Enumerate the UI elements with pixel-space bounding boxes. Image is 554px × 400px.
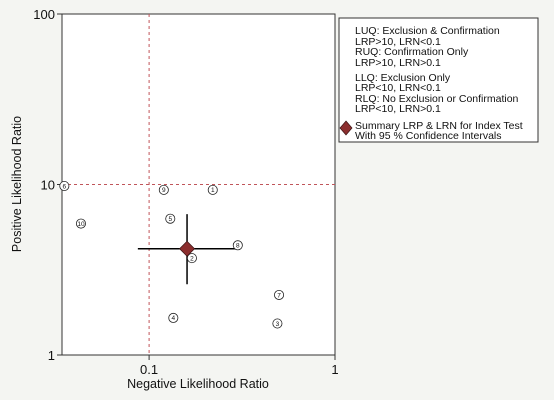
study-point: [168, 312, 179, 323]
legend-line: RLQ: No Exclusion or Confirmation: [355, 93, 519, 105]
plot-area: [61, 13, 336, 356]
study-point-label: 10: [77, 221, 85, 228]
axis-ticks: 0.1 1 1 10 100: [33, 7, 338, 377]
study-point-label: 2: [190, 255, 194, 262]
study-point-label: 4: [172, 315, 176, 322]
study-point-label: 5: [168, 216, 172, 223]
legend-line: RUQ: Confirmation Only: [355, 46, 469, 58]
study-point-label: 6: [63, 183, 67, 190]
legend-line: LRP>10, LRN<0.1: [355, 36, 441, 48]
study-point: [232, 240, 243, 251]
summary-point: [179, 240, 196, 257]
y-tick-label: 100: [33, 7, 55, 22]
study-point-label: 1: [211, 187, 215, 194]
legend-line: LRP<10, LRN>0.1: [355, 103, 441, 115]
legend-summary-line: With 95 % Confidence Intervals: [355, 130, 502, 142]
x-axis-label: Negative Likelihood Ratio: [127, 377, 269, 391]
study-point-label: 3: [276, 321, 280, 328]
legend-line: LLQ: Exclusion Only: [355, 72, 451, 84]
legend-line: LRP<10, LRN<0.1: [355, 82, 441, 94]
study-point: [186, 253, 197, 264]
study-point: [274, 289, 285, 300]
study-point: [158, 184, 169, 195]
study-point: [75, 218, 86, 229]
legend-line: LRP>10, LRN>0.1: [355, 57, 441, 69]
study-point: [59, 180, 70, 191]
study-point: [165, 213, 176, 224]
study-point-label: 7: [277, 292, 281, 299]
reference-lines: [62, 14, 335, 355]
y-axis-label: Positive Likelihood Ratio: [10, 116, 24, 252]
legend-box: [338, 17, 539, 143]
legend-summary-line: Summary LRP & LRN for Index Test: [355, 120, 523, 132]
y-tick-label: 10: [41, 178, 55, 193]
study-point-label: 9: [162, 187, 166, 194]
legend-line: LUQ: Exclusion & Confirmation: [355, 25, 500, 37]
study-point: [207, 184, 218, 195]
summary-diamond: [179, 240, 196, 257]
y-tick-label: 1: [48, 348, 55, 363]
study-point-label: 8: [236, 243, 240, 250]
x-tick-label: 1: [331, 362, 338, 377]
legend-summary-diamond: [339, 120, 353, 136]
study-point: [272, 318, 283, 329]
study-points: 1 2 3 4 5 6 7 8 9 10: [59, 180, 285, 329]
x-tick-label: 0.1: [140, 362, 158, 377]
